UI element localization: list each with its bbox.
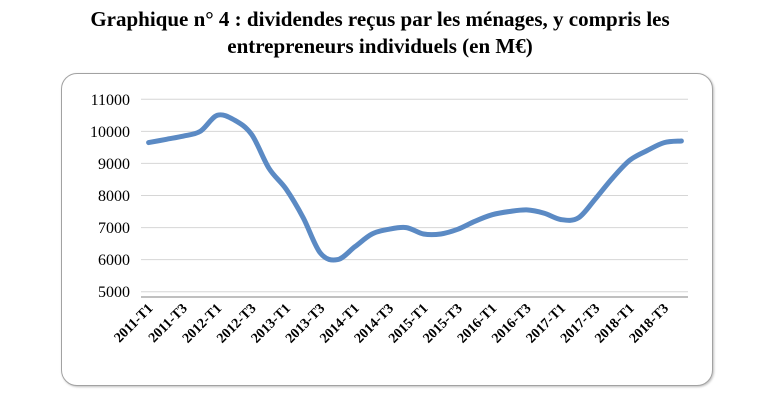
y-axis-tick-label: 9000 [98,156,130,173]
y-axis-tick-label: 7000 [98,220,130,237]
y-axis-tick-label: 6000 [98,252,130,269]
y-axis-tick-label: 10000 [90,124,130,141]
data-series-line [146,112,684,263]
y-axis-tick-label: 11000 [91,92,130,109]
chart-title: Graphique n° 4 : dividendes reçus par le… [90,7,670,58]
y-axis-tick-label: 5000 [98,284,130,301]
y-axis-tick-label: 8000 [98,188,130,205]
